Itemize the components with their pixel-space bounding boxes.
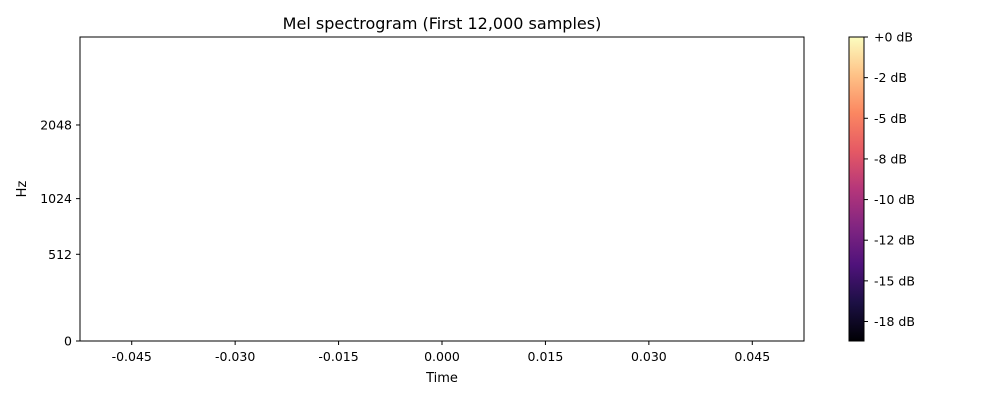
plot-area: [79, 36, 805, 342]
colorbar-tick-label: -2 dB: [874, 70, 907, 85]
x-tick-label: 0.015: [528, 349, 564, 364]
y-axis-ticks: 0 512 1024 2048: [40, 117, 80, 349]
colorbar-tick-label: +0 dB: [874, 30, 913, 45]
x-axis-label: Time: [425, 371, 458, 386]
x-tick-label: -0.030: [215, 349, 255, 364]
y-tick-label: 2048: [40, 117, 72, 132]
chart-title: Mel spectrogram (First 12,000 samples): [283, 14, 602, 33]
x-tick-label: 0.000: [424, 349, 460, 364]
colorbar: [848, 36, 865, 342]
x-tick-label: 0.045: [734, 349, 770, 364]
colorbar-tick-label: -5 dB: [874, 111, 907, 126]
colorbar-tick-label: -15 dB: [874, 273, 915, 288]
y-tick-label: 1024: [40, 191, 72, 206]
colorbar-tick-label: -18 dB: [874, 314, 915, 329]
y-axis-label: Hz: [15, 181, 30, 198]
colorbar-tick-label: -10 dB: [874, 192, 915, 207]
colorbar-tick-label: -8 dB: [874, 151, 907, 166]
x-tick-label: 0.030: [631, 349, 667, 364]
y-tick-label: 0: [64, 334, 72, 349]
y-tick-label: 512: [48, 247, 72, 262]
x-tick-label: -0.045: [112, 349, 152, 364]
colorbar-ticks: +0 dB -2 dB -5 dB -8 dB -10 dB -12 dB -15 dB -1…: [864, 30, 915, 329]
x-axis-ticks: -0.045 -0.030 -0.015 0.000 0.015 0.030 0.045: [112, 341, 770, 364]
colorbar-tick-label: -12 dB: [874, 233, 915, 248]
x-tick-label: -0.015: [318, 349, 358, 364]
